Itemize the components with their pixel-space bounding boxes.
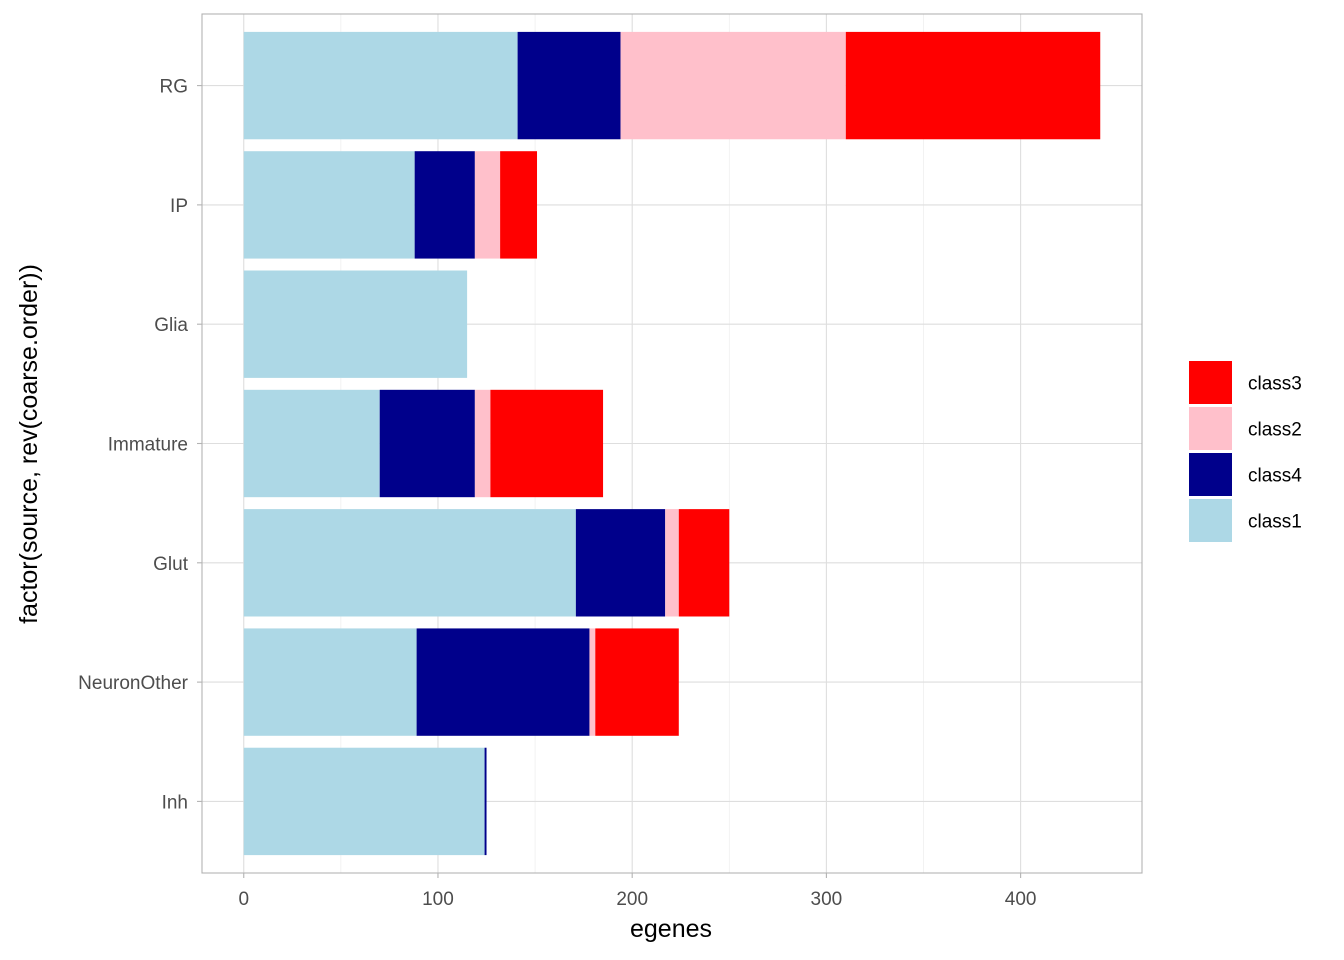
bar-Immature-class3: [490, 389, 604, 498]
bar-NeuronOther-class3: [595, 628, 679, 736]
bar-IP-class3: [500, 151, 538, 259]
legend: class3 class2 class4 class1: [1189, 361, 1302, 542]
bar-NeuronOther-class1: [243, 628, 417, 736]
bar-Immature-class2: [474, 389, 491, 498]
legend-label-class2: class2: [1248, 420, 1302, 441]
bars: [243, 31, 1101, 856]
bar-Glut-class4: [575, 509, 666, 617]
bar-Glia-class1: [243, 270, 468, 378]
legend-key-class2: [1189, 407, 1232, 450]
bar-IP-class2: [474, 151, 501, 259]
x-tick-label: 400: [1005, 889, 1037, 910]
x-tick-label: 300: [811, 889, 843, 910]
x-axis-title: egenes: [630, 915, 712, 943]
legend-key-class1: [1189, 499, 1232, 542]
y-tick-label: Immature: [108, 435, 188, 456]
bar-RG-class3: [845, 31, 1101, 140]
bar-Glut-class3: [678, 509, 730, 617]
legend-label-class1: class1: [1248, 512, 1302, 533]
bar-RG-class4: [517, 31, 621, 140]
bar-Glut-class2: [665, 509, 679, 617]
bar-RG-class1: [243, 31, 518, 140]
y-tick-label: NeuronOther: [78, 673, 189, 694]
x-tick-label: 100: [422, 889, 454, 910]
bar-Inh-class4: [484, 747, 487, 856]
bar-NeuronOther-class4: [416, 628, 590, 736]
bar-Inh-class1: [243, 747, 485, 856]
y-tick-label: RG: [160, 77, 189, 98]
axis-ticks: 0 100 200 300 400 RG IP Glia Immature Glut NeuronO…: [78, 77, 1036, 910]
legend-key-class3: [1189, 361, 1232, 404]
y-tick-label: Glia: [154, 315, 188, 336]
y-tick-label: IP: [170, 196, 188, 217]
bar-NeuronOther-class2: [589, 628, 596, 736]
x-tick-label: 0: [238, 889, 249, 910]
legend-label-class4: class4: [1248, 466, 1302, 487]
bar-Immature-class4: [379, 389, 475, 498]
x-tick-label: 200: [616, 889, 648, 910]
y-tick-label: Inh: [162, 792, 188, 813]
bar-IP-class4: [414, 151, 475, 259]
y-axis-title: factor(source, rev(coarse.order)): [15, 264, 43, 624]
legend-label-class3: class3: [1248, 374, 1302, 395]
bar-Immature-class1: [243, 389, 380, 498]
bar-Glut-class1: [243, 509, 576, 617]
bar-IP-class1: [243, 151, 415, 259]
legend-key-class4: [1189, 453, 1232, 496]
bar-RG-class2: [620, 31, 846, 140]
y-tick-label: Glut: [153, 554, 189, 575]
